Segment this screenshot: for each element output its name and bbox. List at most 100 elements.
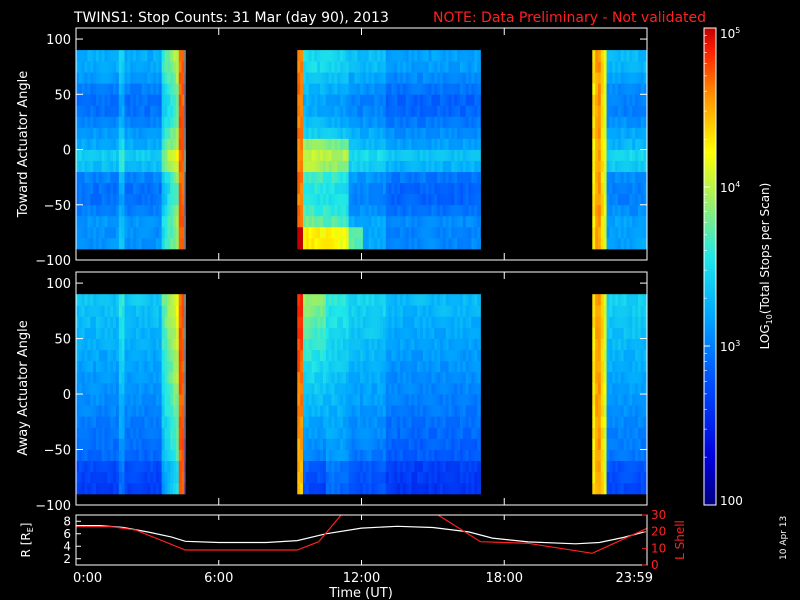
heatmap-cell: [178, 105, 183, 117]
heatmap-cell: [121, 138, 125, 150]
heatmap-cell: [368, 94, 372, 106]
heatmap-cell: [113, 237, 117, 250]
heatmap-cell: [440, 160, 444, 173]
heatmap-cell: [158, 360, 163, 373]
heatmap-cell: [382, 237, 387, 250]
heatmap-cell: [351, 160, 355, 173]
heatmap-cell: [425, 316, 429, 328]
heatmap-cell: [360, 171, 364, 184]
heatmap-cell: [101, 460, 105, 473]
heatmap-cell: [328, 182, 332, 195]
heatmap-cell: [101, 149, 105, 161]
heatmap-cell: [595, 338, 599, 351]
heatmap-cell: [597, 327, 602, 339]
heatmap-cell: [388, 371, 392, 384]
heatmap-cell: [331, 460, 335, 473]
heatmap-cell: [305, 171, 310, 184]
heatmap-cell: [181, 294, 185, 306]
heatmap-cell: [442, 338, 447, 351]
heatmap-cell: [400, 438, 404, 450]
heatmap-cell: [107, 94, 111, 106]
heatmap-cell: [124, 204, 128, 217]
heatmap-cell: [445, 371, 449, 384]
heatmap-cell: [422, 127, 427, 139]
heatmap-cell: [357, 237, 361, 250]
heatmap-cell: [334, 160, 338, 173]
heatmap-cell: [158, 394, 163, 406]
heatmap-cell: [465, 460, 469, 473]
heatmap-cell: [164, 116, 168, 128]
heatmap-cell: [161, 371, 165, 384]
heatmap-cell: [397, 83, 401, 95]
heatmap-cell: [354, 215, 358, 228]
heatmap-cell: [121, 215, 125, 228]
heatmap-cell: [147, 427, 151, 439]
heatmap-cell: [397, 94, 401, 106]
heatmap-cell: [173, 127, 177, 139]
heatmap-cell: [175, 193, 180, 206]
heatmap-cell: [431, 427, 435, 439]
heatmap-cell: [334, 327, 338, 339]
heatmap-cell: [133, 482, 137, 495]
heatmap-cell: [388, 338, 392, 351]
heatmap-cell: [400, 294, 404, 306]
heatmap-cell: [325, 94, 330, 106]
heatmap-cell: [340, 105, 344, 117]
heatmap-cell: [297, 204, 301, 217]
heatmap-cell: [331, 349, 335, 362]
heatmap-cell: [127, 327, 131, 339]
heatmap-cell: [124, 105, 128, 117]
heatmap-cell: [345, 482, 350, 495]
heatmap-cell: [81, 460, 85, 473]
heatmap-cell: [300, 204, 304, 217]
heatmap-cell: [95, 83, 100, 95]
heatmap-cell: [305, 127, 310, 139]
heatmap-cell: [181, 305, 185, 317]
heatmap-cell: [121, 405, 125, 417]
heatmap-cell: [462, 204, 467, 217]
heatmap-cell: [391, 50, 395, 62]
heatmap-cell: [643, 416, 647, 428]
heatmap-cell: [420, 294, 424, 306]
heatmap-cell: [93, 116, 97, 128]
heatmap-cell: [351, 460, 355, 473]
heatmap-cell: [477, 349, 481, 362]
heatmap-cell: [113, 316, 117, 328]
heatmap-cell: [104, 226, 108, 239]
heatmap-cell: [325, 171, 330, 184]
heatmap-cell: [110, 94, 114, 106]
heatmap-cell: [104, 305, 108, 317]
heatmap-cell: [615, 305, 619, 317]
heatmap-cell: [155, 305, 160, 317]
heatmap-cell: [115, 182, 120, 195]
heatmap-cell: [90, 61, 94, 73]
heatmap-cell: [76, 471, 80, 484]
heatmap-cell: [322, 182, 327, 195]
heatmap-cell: [394, 138, 398, 150]
heatmap-cell: [345, 371, 350, 384]
heatmap-cell: [302, 237, 307, 250]
heatmap-cell: [322, 482, 327, 495]
heatmap-cell: [617, 316, 622, 328]
heatmap-cell: [592, 215, 596, 228]
heatmap-cell: [397, 360, 401, 373]
heatmap-cell: [101, 226, 105, 239]
heatmap-cell: [153, 116, 157, 128]
heatmap-cell: [380, 449, 384, 462]
heatmap-cell: [345, 72, 350, 84]
heatmap-cell: [640, 116, 645, 128]
heatmap-cell: [442, 460, 447, 473]
heatmap-cell: [351, 215, 355, 228]
heatmap-cell: [84, 138, 88, 150]
heatmap-cell: [135, 127, 140, 139]
heatmap-cell: [150, 193, 154, 206]
heatmap-cell: [331, 171, 335, 184]
heatmap-cell: [164, 394, 168, 406]
heatmap-cell: [380, 138, 384, 150]
heatmap-cell: [391, 394, 395, 406]
heatmap-cell: [400, 138, 404, 150]
heatmap-cell: [643, 327, 647, 339]
heatmap-cell: [127, 405, 131, 417]
heatmap-cell: [357, 371, 361, 384]
heatmap-cell: [411, 237, 415, 250]
